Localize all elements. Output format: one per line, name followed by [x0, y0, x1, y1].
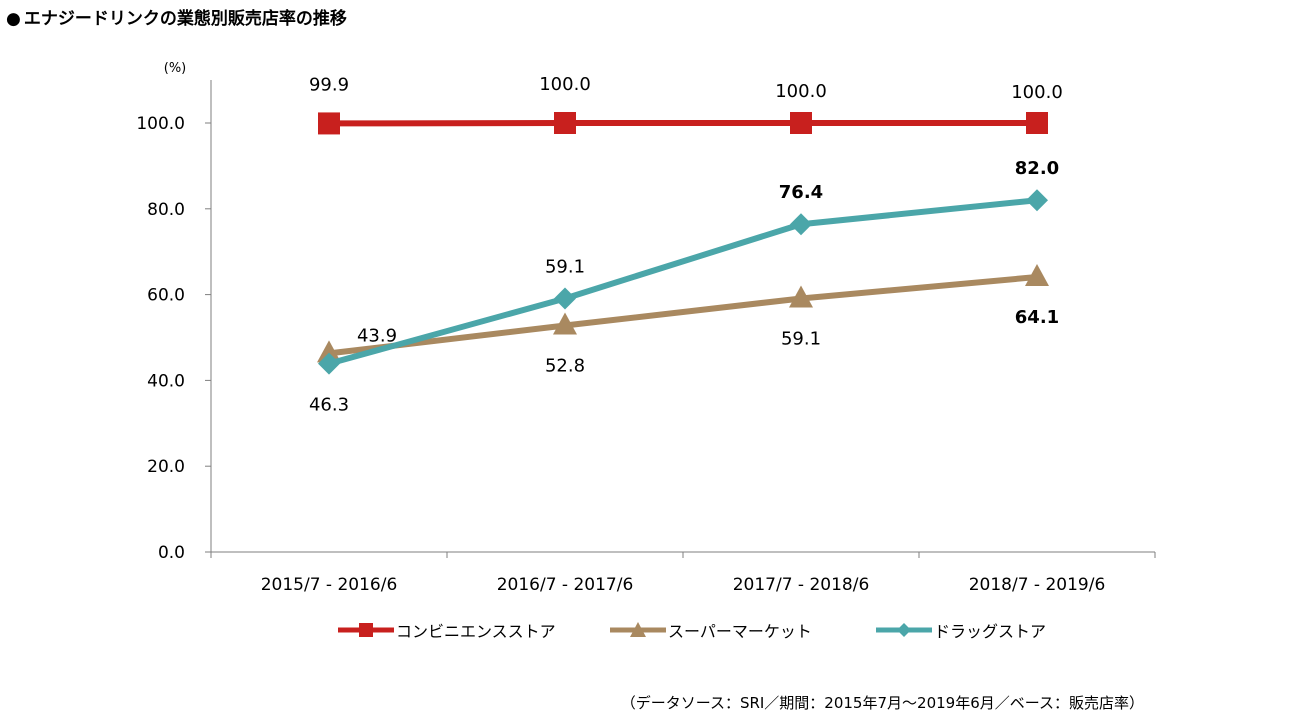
data-point-triangle	[317, 340, 341, 363]
y-tick-label: 20.0	[147, 457, 185, 477]
y-tick-label: 60.0	[147, 286, 185, 306]
x-tick-label: 2016/7 - 2017/6	[497, 575, 634, 595]
legend-item-drugstore: ドラッグストア	[876, 614, 1046, 646]
data-point-triangle	[1025, 264, 1049, 287]
legend-triangle-marker-icon	[610, 622, 666, 637]
y-axis-unit-label: (%)	[164, 61, 187, 76]
y-tick-label: 40.0	[147, 371, 185, 391]
legend: コンビニエンスストア スーパーマーケット ドラッグストア	[0, 614, 1302, 646]
data-label: 76.4	[779, 182, 823, 203]
legend-square-marker-icon	[338, 623, 394, 637]
data-label: 52.8	[545, 355, 585, 376]
data-label: 82.0	[1015, 158, 1059, 179]
legend-diamond-marker-icon	[876, 623, 932, 637]
data-point-diamond	[318, 352, 340, 375]
data-label: 100.0	[1011, 82, 1063, 103]
data-point-triangle	[789, 285, 813, 308]
x-tick-label: 2017/7 - 2018/6	[733, 575, 870, 595]
x-tick-label: 2018/7 - 2019/6	[969, 575, 1106, 595]
data-label: 46.3	[309, 394, 349, 415]
data-point-diamond	[1026, 189, 1048, 212]
legend-item-supermarket: スーパーマーケット	[610, 614, 812, 646]
data-point-square	[1026, 112, 1048, 134]
data-label: 64.1	[1015, 307, 1059, 328]
y-tick-label: 80.0	[147, 200, 185, 220]
legend-item-convenience-store: コンビニエンスストア	[338, 614, 556, 646]
data-point-diamond	[790, 213, 812, 236]
data-label: 100.0	[539, 74, 591, 95]
data-point-triangle	[553, 312, 577, 335]
data-point-square	[790, 112, 812, 134]
legend-label-drugstore: ドラッグストア	[934, 622, 1047, 641]
chart-title: ● エナジードリンクの業態別販売店率の推移	[6, 4, 347, 29]
data-label: 43.9	[357, 326, 397, 347]
source-note: （データソース：SRI／期間：2015年7月～2019年6月／ベース：販売店率）	[620, 694, 1144, 712]
series-line	[328, 274, 1038, 357]
line-chart: 0.0 20.0 40.0 60.0 80.0 100.0 2015/7 - 2016/6 2…	[136, 61, 1156, 595]
data-label: 59.1	[781, 328, 821, 349]
series-line	[328, 197, 1038, 367]
data-point-square	[554, 112, 576, 134]
chart-title-text: エナジードリンクの業態別販売店率の推移	[23, 9, 347, 29]
x-tick-label: 2015/7 - 2016/6	[261, 575, 398, 595]
data-label: 99.9	[309, 74, 349, 95]
data-point-diamond	[554, 287, 576, 310]
y-tick-label: 100.0	[136, 114, 185, 134]
title-bullet: ●	[6, 9, 21, 29]
data-point-square	[318, 112, 340, 135]
y-tick-label: 0.0	[158, 543, 185, 563]
data-label: 59.1	[545, 256, 585, 277]
legend-label-convenience-store: コンビニエンスストア	[396, 622, 556, 641]
legend-label-supermarket: スーパーマーケット	[668, 622, 812, 641]
data-label: 100.0	[775, 81, 827, 102]
